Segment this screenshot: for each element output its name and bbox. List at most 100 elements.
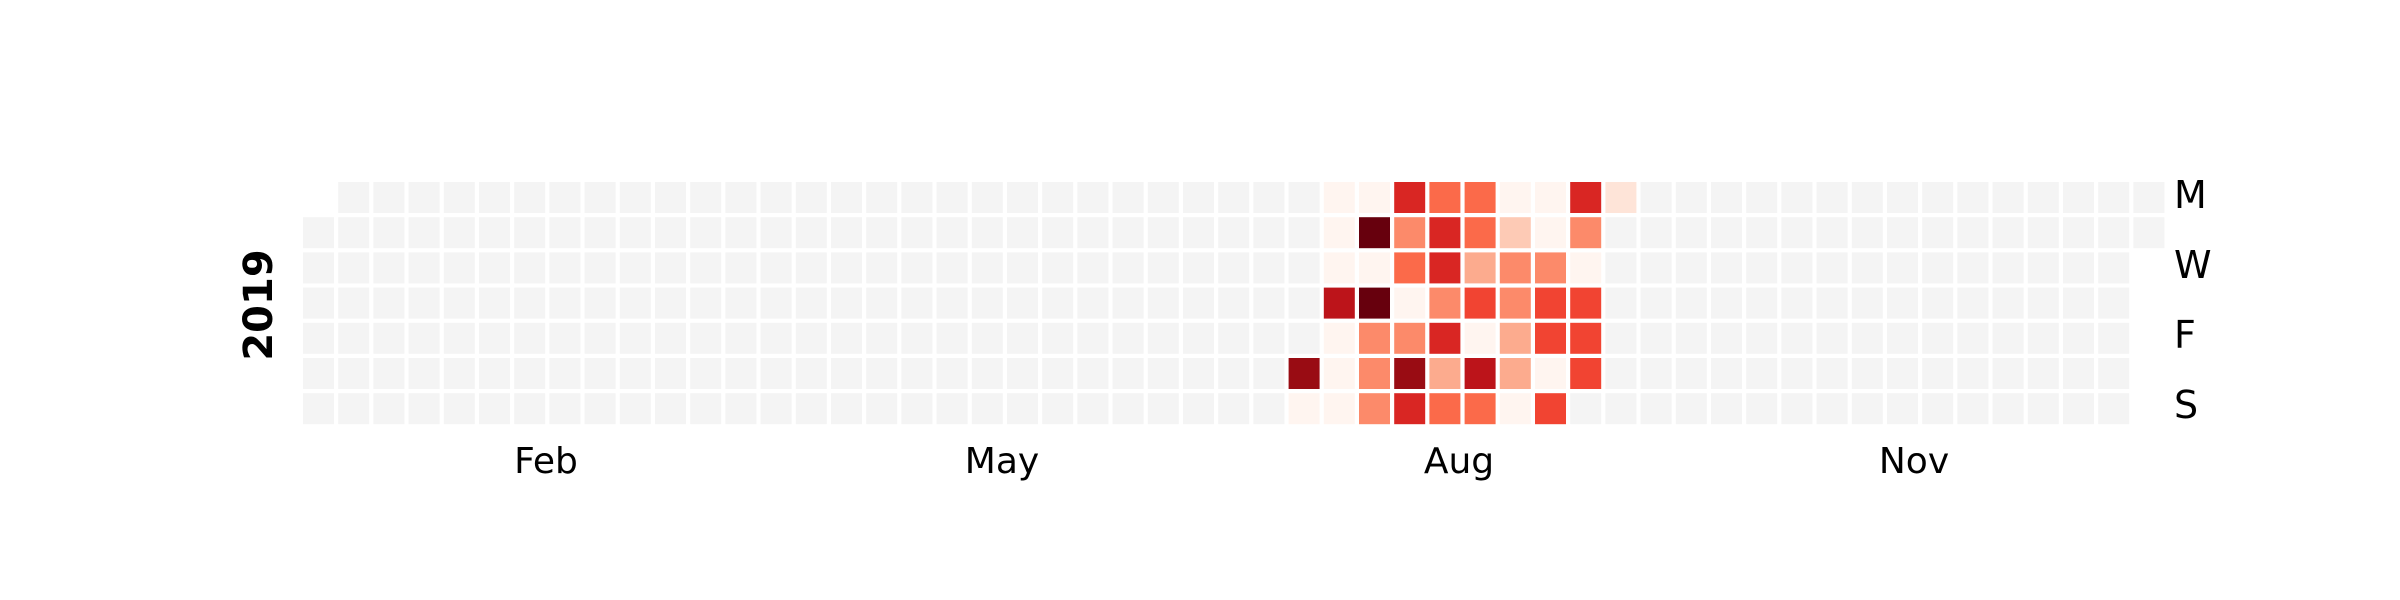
- heatmap-cell: [760, 182, 792, 213]
- heatmap-cell: [479, 182, 510, 213]
- heatmap-cell: [1816, 217, 1848, 249]
- heatmap-cell: [303, 287, 334, 319]
- heatmap-cell: [549, 393, 581, 425]
- heatmap-cell: [1535, 182, 1566, 213]
- heatmap-cell: [725, 287, 757, 319]
- heatmap-cell: [655, 393, 686, 425]
- heatmap-cell: [1640, 252, 1672, 284]
- heatmap-cell: [1077, 287, 1109, 319]
- heatmap-cell: [1535, 252, 1566, 284]
- heatmap-cell: [1535, 358, 1566, 389]
- heatmap-cell: [584, 182, 616, 213]
- heatmap-cell: [1499, 393, 1531, 425]
- heatmap-cell: [1570, 217, 1602, 249]
- heatmap-cell: [795, 287, 827, 319]
- heatmap-cell: [971, 252, 1003, 284]
- heatmap-cell: [2027, 182, 2059, 213]
- weekday-label: M: [2174, 173, 2207, 217]
- heatmap-cell: [1218, 252, 1250, 284]
- heatmap-cell: [303, 322, 334, 354]
- heatmap-cell: [1464, 287, 1496, 319]
- heatmap-cell: [2063, 322, 2094, 354]
- heatmap-cell: [1746, 252, 1778, 284]
- heatmap-cell: [619, 393, 651, 425]
- heatmap-cell: [443, 217, 475, 249]
- heatmap-cell: [2063, 358, 2094, 389]
- heatmap-cell: [1253, 217, 1285, 249]
- heatmap-cell: [443, 393, 475, 425]
- heatmap-cell: [1781, 287, 1813, 319]
- heatmap-cell: [1957, 217, 1989, 249]
- heatmap-cell: [1781, 182, 1813, 213]
- heatmap-cell: [1922, 217, 1954, 249]
- heatmap-cell: [479, 322, 510, 354]
- heatmap-cell: [1007, 322, 1038, 354]
- heatmap-cell: [1675, 358, 1707, 389]
- heatmap-cell: [373, 217, 405, 249]
- heatmap-cell: [831, 287, 862, 319]
- heatmap-cell: [2063, 252, 2094, 284]
- heatmap-cell: [1007, 182, 1038, 213]
- heatmap-cell: [901, 358, 933, 389]
- heatmap-cell: [971, 322, 1003, 354]
- heatmap-cell: [1851, 393, 1883, 425]
- heatmap-cell: [1323, 217, 1355, 249]
- heatmap-cell: [1957, 252, 1989, 284]
- heatmap-cell: [619, 182, 651, 213]
- heatmap-cell: [2027, 287, 2059, 319]
- heatmap-cell: [2133, 182, 2165, 213]
- heatmap-cell: [373, 287, 405, 319]
- heatmap-cell: [1535, 393, 1566, 425]
- heatmap-cell: [1464, 393, 1496, 425]
- heatmap-cell: [1499, 182, 1531, 213]
- heatmap-cell: [373, 252, 405, 284]
- heatmap-cell: [1992, 358, 2024, 389]
- heatmap-cell: [619, 252, 651, 284]
- heatmap-cell: [655, 358, 686, 389]
- heatmap-cell: [338, 393, 370, 425]
- heatmap-cell: [1922, 182, 1954, 213]
- heatmap-cell: [443, 322, 475, 354]
- heatmap-cell: [901, 287, 933, 319]
- heatmap-cell: [690, 182, 722, 213]
- heatmap-cell: [866, 217, 898, 249]
- heatmap-cell: [1816, 358, 1848, 389]
- heatmap-cell: [1992, 393, 2024, 425]
- heatmap-cell: [1183, 358, 1214, 389]
- heatmap-cell: [725, 393, 757, 425]
- month-labels: Feb May Aug Nov: [514, 441, 1949, 482]
- heatmap-cell: [584, 322, 616, 354]
- heatmap-cell: [1781, 217, 1813, 249]
- heatmap-cell: [1464, 217, 1496, 249]
- heatmap-cell: [1711, 287, 1742, 319]
- heatmap-cell: [2133, 217, 2165, 249]
- heatmap-cell: [1288, 182, 1320, 213]
- heatmap-cell: [971, 217, 1003, 249]
- heatmap-cell: [1464, 182, 1496, 213]
- heatmap-cell: [338, 322, 370, 354]
- heatmap-cell: [1183, 287, 1214, 319]
- heatmap-cell: [866, 287, 898, 319]
- heatmap-cell: [725, 182, 757, 213]
- heatmap-cell: [901, 182, 933, 213]
- heatmap-cell: [1640, 182, 1672, 213]
- heatmap-cell: [1288, 322, 1320, 354]
- heatmap-cell: [2027, 217, 2059, 249]
- month-label: Aug: [1424, 441, 1494, 482]
- year-label: 2019: [236, 249, 282, 360]
- heatmap-cell: [1711, 182, 1742, 213]
- heatmap-cell: [936, 322, 968, 354]
- heatmap-cell: [936, 393, 968, 425]
- heatmap-cell: [1499, 322, 1531, 354]
- heatmap-cell: [584, 252, 616, 284]
- heatmap-cell: [1464, 252, 1496, 284]
- heatmap-cell: [1675, 252, 1707, 284]
- heatmap-cell: [1570, 287, 1602, 319]
- heatmap-cell: [936, 287, 968, 319]
- heatmap-cell: [901, 217, 933, 249]
- heatmap-cell: [795, 252, 827, 284]
- heatmap-cell: [760, 322, 792, 354]
- heatmap-cell: [760, 358, 792, 389]
- heatmap-cell: [1640, 217, 1672, 249]
- heatmap-cell: [1218, 393, 1250, 425]
